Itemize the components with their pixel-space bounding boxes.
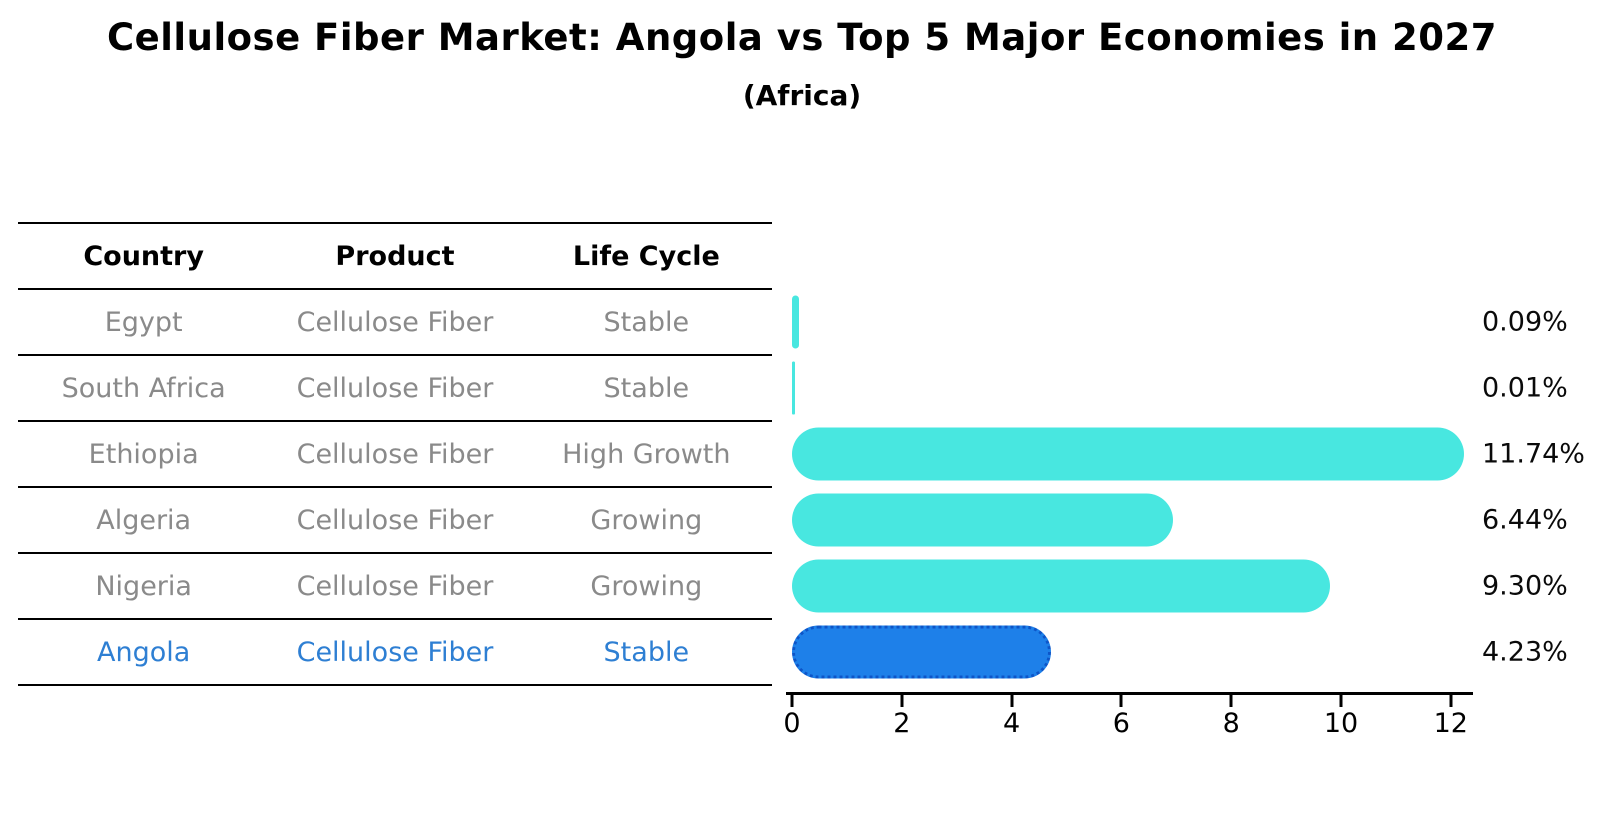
table-cell-product: Cellulose Fiber [296,504,494,536]
column-header-country: Country [83,240,204,272]
table-row: Egypt Cellulose Fiber Stable [18,290,772,356]
table-row: South Africa Cellulose Fiber Stable [18,356,772,422]
bar-egypt [792,295,799,348]
x-axis-tick-label: 2 [893,708,911,739]
x-axis-tick-label: 6 [1112,708,1130,739]
x-axis-tick-label: 8 [1222,708,1240,739]
x-axis-line [786,692,1473,695]
bar-value-label: 6.44% [1482,504,1568,535]
x-axis-tick [1339,695,1343,707]
bar-value-label: 11.74% [1482,438,1585,469]
table-cell-country: Nigeria [95,570,192,602]
table-row: Ethiopia Cellulose Fiber High Growth [18,422,772,488]
x-axis-tick [1119,695,1123,707]
table-row: Angola Cellulose Fiber Stable [18,620,772,686]
bar-nigeria [792,559,1330,612]
bar-value-label: 9.30% [1482,570,1568,601]
table-cell-product: Cellulose Fiber [296,570,494,602]
x-axis-tick [1010,695,1014,707]
table-cell-country: Angola [97,636,191,668]
chart-title: Cellulose Fiber Market: Angola vs Top 5 … [106,16,1498,59]
bar-ethiopia [792,427,1464,480]
x-axis-tick-label: 0 [783,708,801,739]
x-axis-tick [1229,695,1233,707]
table-cell-life-cycle: Stable [603,372,690,404]
table-body: Egypt Cellulose Fiber Stable South Africa Ce… [18,290,772,686]
table-cell-country: Egypt [104,306,183,338]
column-header-life-cycle: Life Cycle [572,240,720,272]
table-cell-life-cycle: Growing [590,504,703,536]
table-cell-product: Cellulose Fiber [296,636,494,668]
table-cell-life-cycle: Stable [603,306,690,338]
table-cell-country: Algeria [96,504,192,536]
table-cell-life-cycle: Growing [590,570,703,602]
x-axis-tick-label: 10 [1323,708,1359,739]
bar-value-label: 4.23% [1482,636,1568,667]
table-cell-life-cycle: High Growth [562,438,731,470]
bar-south-africa [792,361,795,414]
bar-angola [792,625,1052,678]
table-row: Algeria Cellulose Fiber Growing [18,488,772,554]
x-axis-tick-label: 4 [1003,708,1021,739]
x-axis-tick [1449,695,1453,707]
x-axis-tick [790,695,794,707]
x-axis-tick [900,695,904,707]
table-row: Nigeria Cellulose Fiber Growing [18,554,772,620]
column-header-product: Product [335,240,455,272]
chart-subtitle: (Africa) [742,79,862,112]
table-cell-product: Cellulose Fiber [296,306,494,338]
table-cell-product: Cellulose Fiber [296,372,494,404]
x-axis-tick-label: 12 [1433,708,1468,739]
table-header-row: Country Product Life Cycle [18,224,772,290]
bar-value-label: 0.01% [1482,372,1568,403]
table-cell-product: Cellulose Fiber [296,438,494,470]
bar-algeria [792,493,1173,546]
table-cell-country: Ethiopia [88,438,199,470]
country-table: Country Product Life Cycle Egypt Cellulos… [18,222,772,686]
bar-value-label: 0.09% [1482,306,1568,337]
table-cell-life-cycle: Stable [603,636,690,668]
table-cell-country: South Africa [61,372,226,404]
